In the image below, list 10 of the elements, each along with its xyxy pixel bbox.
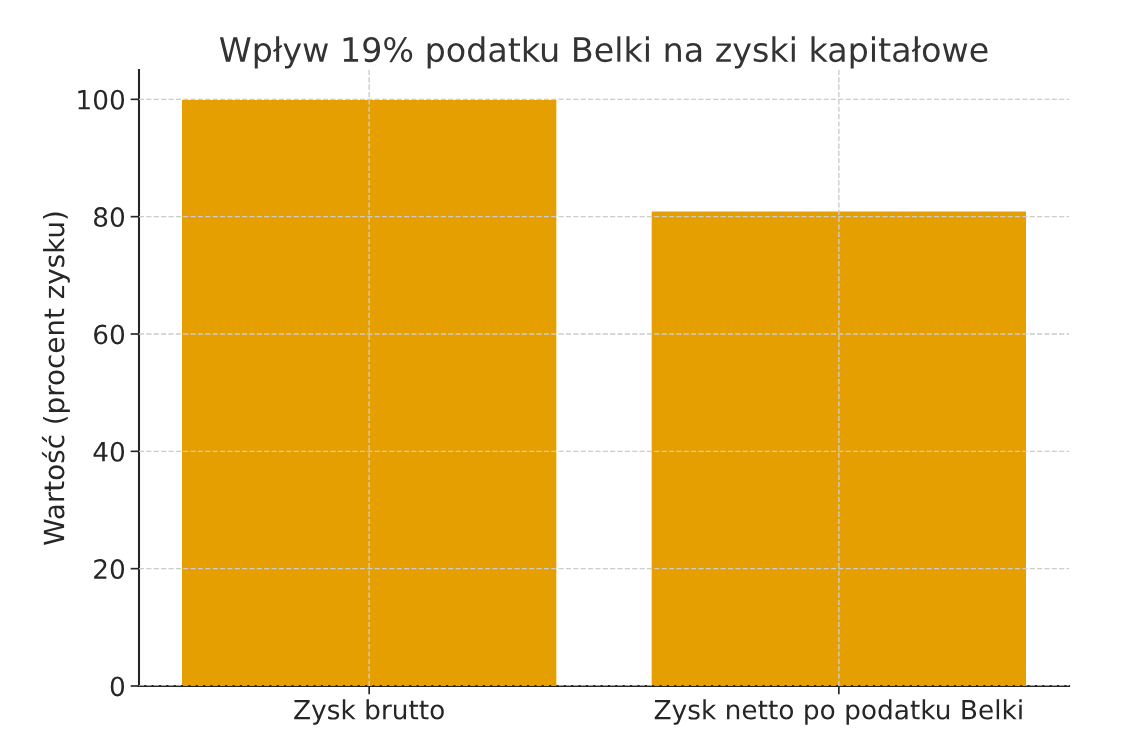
y-tick-label: 100 [78, 89, 125, 110]
y-tick-label: 40 [93, 441, 125, 462]
y-tick-label: 80 [94, 207, 125, 228]
y-axis-title: Wartość (procent zysku) [41, 212, 70, 545]
x-tick-label: Zysk brutto [294, 699, 444, 725]
y-tick-label: 0 [110, 676, 125, 697]
x-tick-label: Zysk netto po podatku Belki [654, 699, 1022, 725]
chart-title: Wpływ 19% podatku Belki na zyski kapitałowe [219, 36, 988, 69]
y-tick-label: 20 [94, 559, 125, 580]
y-tick-label: 60 [94, 324, 125, 345]
